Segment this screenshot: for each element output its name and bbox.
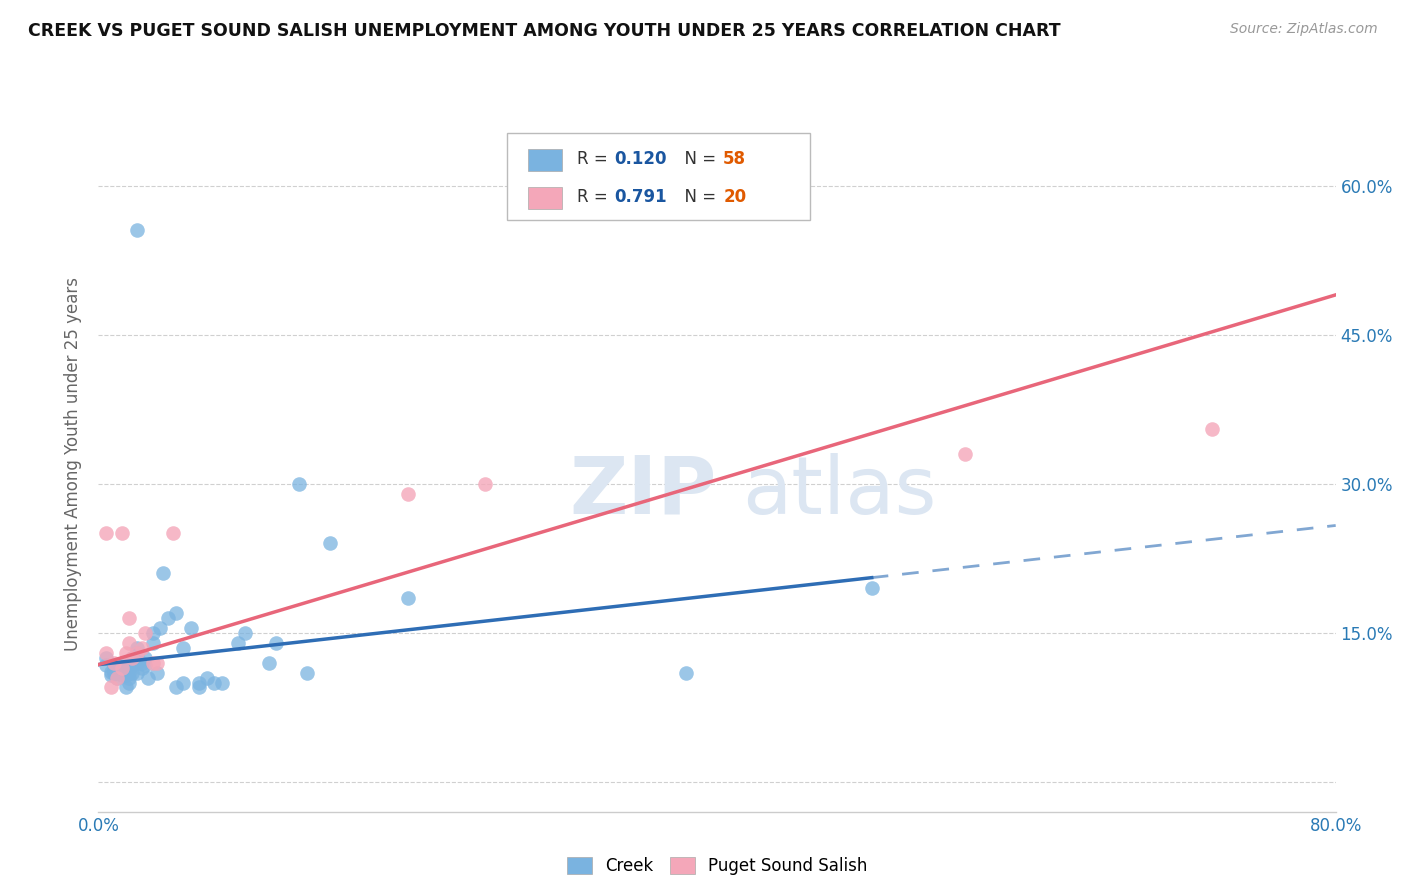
Legend: Creek, Puget Sound Salish: Creek, Puget Sound Salish (558, 848, 876, 883)
FancyBboxPatch shape (506, 134, 810, 220)
Point (127, 656, 149, 670)
Point (96, 657, 118, 672)
Point (297, 665, 319, 680)
Point (211, 675, 233, 690)
Point (142, 625, 165, 640)
Point (675, 665, 697, 680)
Point (257, 656, 280, 670)
Point (165, 681, 187, 695)
Point (146, 665, 169, 680)
Point (111, 664, 134, 678)
Text: atlas: atlas (742, 452, 936, 531)
Point (173, 675, 195, 690)
Point (188, 675, 211, 690)
Text: 0.791: 0.791 (614, 188, 666, 206)
Text: 58: 58 (723, 150, 747, 169)
Point (173, 640, 195, 655)
Point (180, 621, 202, 635)
Point (105, 665, 128, 680)
Point (96, 526, 118, 541)
Point (111, 526, 134, 541)
Point (105, 671, 128, 685)
Point (204, 675, 226, 690)
Point (105, 662, 128, 676)
Point (134, 650, 156, 665)
Point (195, 671, 218, 685)
Text: ZIP: ZIP (569, 452, 717, 531)
Point (121, 665, 143, 680)
Point (474, 476, 496, 491)
Bar (527, 149, 562, 171)
Point (131, 640, 153, 655)
Text: R =: R = (578, 150, 613, 169)
Text: R =: R = (578, 188, 613, 206)
Point (396, 486, 419, 500)
Point (105, 671, 128, 685)
Point (103, 665, 125, 680)
Point (118, 665, 141, 680)
Text: N =: N = (673, 188, 721, 206)
Point (127, 646, 149, 660)
Point (142, 636, 165, 650)
Bar (527, 186, 562, 209)
Point (121, 657, 143, 672)
Point (115, 681, 138, 695)
Y-axis label: Unemployment Among Youth under 25 years: Unemployment Among Youth under 25 years (65, 277, 83, 651)
Point (111, 667, 134, 681)
Point (100, 681, 122, 695)
Point (131, 660, 153, 674)
Point (115, 667, 138, 681)
Point (860, 581, 883, 595)
Point (103, 657, 125, 672)
Point (127, 223, 149, 237)
Point (131, 656, 153, 670)
Point (162, 526, 184, 541)
Point (165, 606, 187, 620)
Point (121, 650, 143, 665)
Point (103, 664, 125, 678)
Point (134, 625, 156, 640)
Point (118, 660, 141, 674)
Point (96, 650, 118, 665)
Point (111, 656, 134, 670)
Point (115, 646, 138, 660)
Text: N =: N = (673, 150, 721, 169)
Point (136, 671, 159, 685)
Point (134, 657, 156, 672)
Point (188, 681, 211, 695)
Point (953, 447, 976, 461)
Text: 20: 20 (723, 188, 747, 206)
Point (288, 476, 311, 491)
Point (142, 656, 165, 670)
Point (100, 667, 122, 681)
Text: 0.120: 0.120 (614, 150, 666, 169)
Text: Source: ZipAtlas.com: Source: ZipAtlas.com (1230, 22, 1378, 37)
Point (100, 665, 122, 679)
Point (96, 646, 118, 660)
Point (235, 625, 257, 640)
Point (127, 640, 149, 655)
Point (121, 650, 143, 665)
Point (157, 611, 180, 625)
Point (149, 621, 172, 635)
Point (152, 566, 174, 581)
Point (111, 660, 134, 674)
Point (127, 646, 149, 660)
Point (118, 636, 141, 650)
Point (146, 656, 169, 670)
Point (103, 656, 125, 670)
Point (1201, 422, 1223, 436)
Point (266, 636, 288, 650)
Point (111, 659, 134, 673)
Text: CREEK VS PUGET SOUND SALISH UNEMPLOYMENT AMONG YOUTH UNDER 25 YEARS CORRELATION : CREEK VS PUGET SOUND SALISH UNEMPLOYMENT… (28, 22, 1060, 40)
Point (396, 591, 419, 605)
Point (118, 675, 141, 690)
Point (319, 536, 342, 550)
Point (118, 611, 141, 625)
Point (226, 636, 249, 650)
Point (118, 671, 141, 685)
Point (127, 665, 149, 680)
